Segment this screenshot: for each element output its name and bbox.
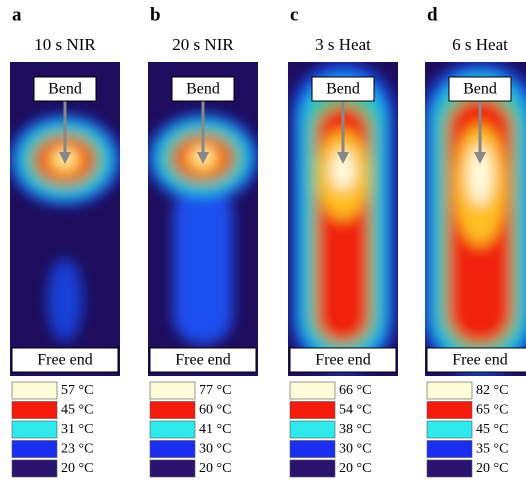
legend-swatch <box>427 441 472 458</box>
legend-label: 35 °C <box>476 442 508 457</box>
legend-label: 45 °C <box>61 403 93 418</box>
legend-swatch <box>12 441 57 458</box>
figure: a 10 s NIR Bend Free end 57 °C 45 °C 31 °C 23 °… <box>0 0 526 488</box>
legend-label: 30 °C <box>199 442 231 457</box>
panel-letter: b <box>150 4 161 25</box>
panel-letter: c <box>290 4 298 25</box>
legend-label: 31 °C <box>61 422 93 437</box>
free-end-label: Free end <box>452 352 508 369</box>
free-end-label: Free end <box>37 352 93 369</box>
panel-letter: a <box>12 4 22 25</box>
legend-swatch <box>150 382 195 399</box>
panel-title: 3 s Heat <box>315 35 371 54</box>
panel-letter: d <box>427 4 438 25</box>
panel-title: 10 s NIR <box>34 35 96 54</box>
legend-label: 60 °C <box>199 403 231 418</box>
legend-swatch <box>12 460 57 477</box>
legend-swatch <box>150 460 195 477</box>
panel-title: 20 s NIR <box>172 35 234 54</box>
panel-title: 6 s Heat <box>452 35 508 54</box>
legend-label: 82 °C <box>476 383 508 398</box>
legend-label: 20 °C <box>61 461 93 476</box>
legend-swatch <box>427 460 472 477</box>
legend-label: 66 °C <box>339 383 371 398</box>
legend-label: 41 °C <box>199 422 231 437</box>
legend-swatch <box>427 402 472 419</box>
legend-label: 65 °C <box>476 403 508 418</box>
legend-swatch <box>12 382 57 399</box>
legend-swatch <box>427 382 472 399</box>
legend-label: 77 °C <box>199 383 231 398</box>
legend-swatch <box>150 421 195 438</box>
legend-label: 57 °C <box>61 383 93 398</box>
bend-label: Bend <box>326 81 360 98</box>
legend-swatch <box>150 402 195 419</box>
legend-label: 23 °C <box>61 442 93 457</box>
bend-label: Bend <box>186 81 220 98</box>
heat-zone <box>47 258 83 342</box>
legend-swatch <box>290 382 335 399</box>
legend-swatch <box>12 421 57 438</box>
legend-label: 20 °C <box>476 461 508 476</box>
legend-label: 20 °C <box>199 461 231 476</box>
heat-map <box>422 62 526 374</box>
legend-swatch <box>427 421 472 438</box>
bend-label: Bend <box>463 81 497 98</box>
legend-swatch <box>12 402 57 419</box>
legend-swatch <box>290 402 335 419</box>
legend-swatch <box>290 421 335 438</box>
free-end-label: Free end <box>175 352 231 369</box>
legend-label: 45 °C <box>476 422 508 437</box>
bend-label: Bend <box>48 81 82 98</box>
legend-swatch <box>290 460 335 477</box>
free-end-label: Free end <box>315 352 371 369</box>
legend-label: 54 °C <box>339 403 371 418</box>
legend-label: 20 °C <box>339 461 371 476</box>
legend-swatch <box>150 441 195 458</box>
legend-label: 30 °C <box>339 442 371 457</box>
heat-zone <box>173 185 233 345</box>
thermal-image <box>422 62 526 376</box>
legend-swatch <box>290 441 335 458</box>
legend-label: 38 °C <box>339 422 371 437</box>
